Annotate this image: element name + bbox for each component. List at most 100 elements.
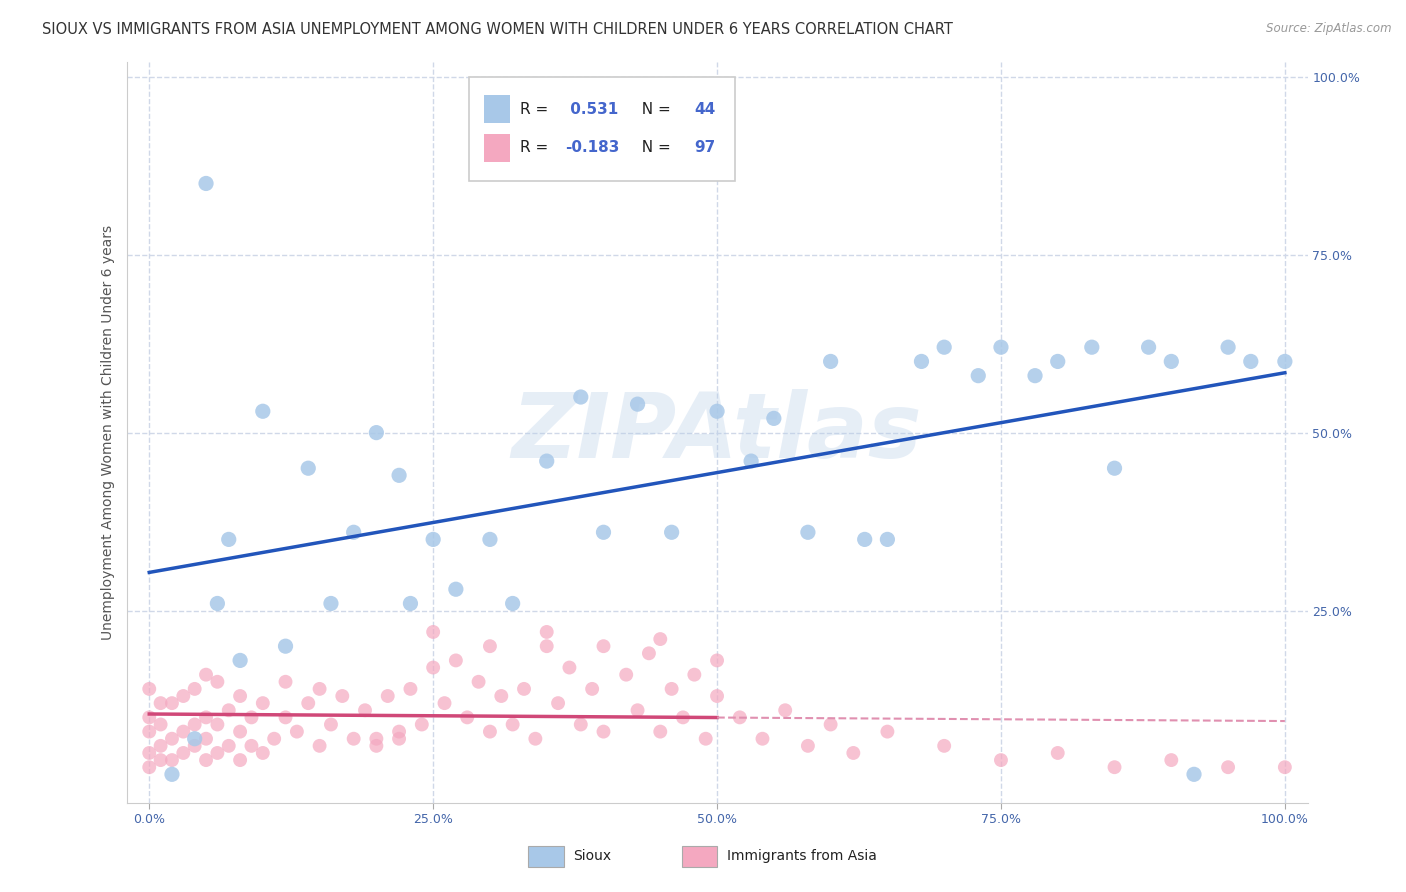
Point	[558, 660, 581, 674]
FancyBboxPatch shape	[470, 78, 735, 181]
Point	[626, 703, 648, 717]
Point	[1046, 354, 1069, 368]
Point	[263, 731, 285, 746]
Point	[195, 731, 218, 746]
Point	[207, 746, 229, 760]
Point	[366, 739, 388, 753]
Point	[695, 731, 717, 746]
Point	[399, 597, 422, 611]
Point	[1216, 760, 1239, 774]
Point	[285, 724, 308, 739]
Point	[388, 724, 411, 739]
Point	[399, 681, 422, 696]
Point	[491, 689, 513, 703]
Point	[569, 717, 592, 731]
Point	[990, 340, 1012, 354]
Point	[229, 689, 252, 703]
Point	[160, 731, 183, 746]
Point	[330, 689, 353, 703]
Point	[934, 739, 956, 753]
Point	[183, 739, 205, 753]
Point	[366, 425, 388, 440]
Point	[138, 724, 160, 739]
Point	[876, 533, 898, 547]
Point	[569, 390, 592, 404]
Point	[252, 404, 274, 418]
Point	[990, 753, 1012, 767]
Point	[513, 681, 536, 696]
Point	[650, 632, 672, 646]
Point	[138, 710, 160, 724]
FancyBboxPatch shape	[485, 95, 510, 123]
Point	[388, 731, 411, 746]
Point	[240, 739, 263, 753]
Point	[229, 753, 252, 767]
Point	[740, 454, 762, 468]
Point	[1104, 760, 1126, 774]
Point	[229, 653, 252, 667]
Point	[592, 639, 614, 653]
Point	[456, 710, 478, 724]
Point	[1274, 354, 1296, 368]
Text: N =: N =	[633, 140, 676, 155]
Point	[683, 667, 706, 681]
Point	[149, 753, 172, 767]
Point	[581, 681, 603, 696]
Point	[229, 724, 252, 739]
FancyBboxPatch shape	[682, 847, 717, 867]
Point	[1160, 354, 1182, 368]
Text: 97: 97	[695, 140, 716, 155]
Point	[274, 710, 297, 724]
Point	[626, 397, 648, 411]
Point	[138, 746, 160, 760]
Text: 0.531: 0.531	[565, 102, 619, 117]
Point	[661, 525, 683, 540]
Point	[195, 753, 218, 767]
Point	[411, 717, 433, 731]
Point	[478, 724, 501, 739]
Point	[1081, 340, 1104, 354]
FancyBboxPatch shape	[529, 847, 564, 867]
Point	[706, 689, 728, 703]
Point	[366, 731, 388, 746]
Point	[592, 724, 614, 739]
Point	[1104, 461, 1126, 475]
Point	[138, 760, 160, 774]
Point	[149, 696, 172, 710]
Point	[614, 667, 637, 681]
Point	[183, 681, 205, 696]
Point	[195, 667, 218, 681]
Y-axis label: Unemployment Among Women with Children Under 6 years: Unemployment Among Women with Children U…	[101, 225, 115, 640]
Point	[172, 746, 194, 760]
Point	[1240, 354, 1263, 368]
Point	[910, 354, 932, 368]
Point	[207, 717, 229, 731]
Point	[853, 533, 876, 547]
Point	[478, 639, 501, 653]
Point	[524, 731, 547, 746]
Point	[343, 731, 366, 746]
Point	[967, 368, 990, 383]
Point	[183, 731, 205, 746]
Point	[252, 746, 274, 760]
Point	[297, 461, 319, 475]
Text: -0.183: -0.183	[565, 140, 619, 155]
Point	[308, 681, 330, 696]
Point	[592, 525, 614, 540]
Point	[1046, 746, 1069, 760]
Point	[274, 674, 297, 689]
Point	[467, 674, 489, 689]
Point	[149, 717, 172, 731]
Point	[876, 724, 898, 739]
Text: R =: R =	[520, 140, 553, 155]
Point	[1216, 340, 1239, 354]
Point	[842, 746, 865, 760]
Point	[319, 717, 342, 731]
Point	[797, 525, 820, 540]
Point	[478, 533, 501, 547]
Point	[195, 177, 218, 191]
Point	[536, 624, 558, 639]
Point	[1137, 340, 1160, 354]
Point	[661, 681, 683, 696]
Point	[502, 717, 524, 731]
